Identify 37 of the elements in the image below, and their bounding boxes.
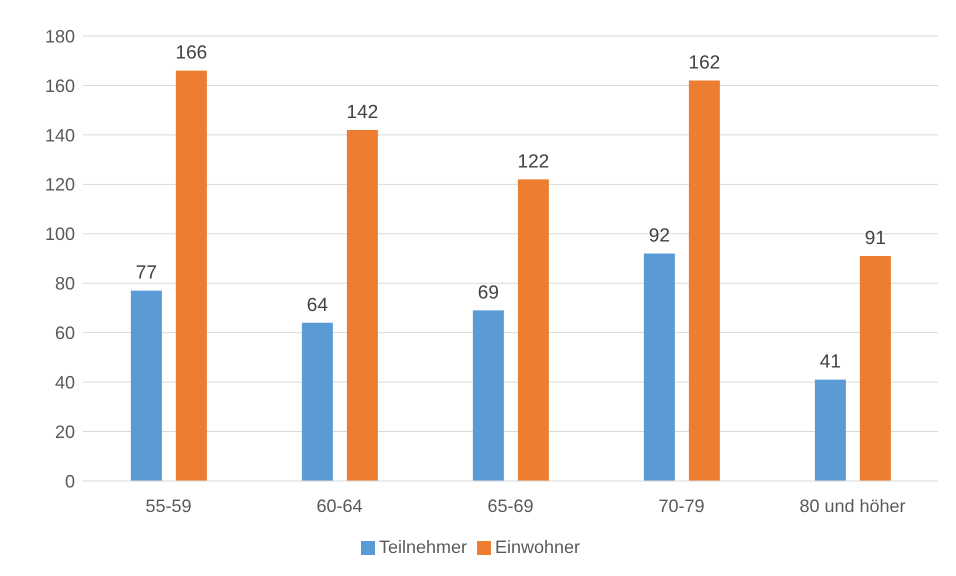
data-label: 92 <box>648 226 670 247</box>
y-tick-label: 60 <box>54 323 75 344</box>
y-tick-label: 0 <box>64 471 75 492</box>
data-label: 142 <box>346 102 378 123</box>
y-tick-label: 160 <box>44 76 75 96</box>
x-tick-label: 80 und höher <box>799 496 906 516</box>
x-tick-label: 70-79 <box>658 496 705 516</box>
data-label: 162 <box>688 52 720 74</box>
y-tick-label: 120 <box>44 174 75 195</box>
y-tick-label: 180 <box>44 26 75 46</box>
legend-label: Einwohner <box>494 537 580 557</box>
y-tick-label: 40 <box>54 372 75 392</box>
bar <box>860 256 891 481</box>
data-label: 64 <box>306 294 328 316</box>
bar <box>130 290 162 481</box>
y-tick-label: 20 <box>54 422 75 442</box>
y-tick-label: 100 <box>44 224 75 244</box>
data-label: 166 <box>176 42 208 64</box>
y-tick-label: 80 <box>54 274 75 294</box>
bar <box>814 380 846 481</box>
legend-label: Teilnehmer <box>378 537 467 557</box>
bar <box>472 310 504 481</box>
data-label: 122 <box>518 151 550 172</box>
bar <box>302 322 333 481</box>
x-tick-label: 65-69 <box>487 496 534 516</box>
bar <box>176 70 207 481</box>
bar <box>644 254 675 481</box>
data-label: 41 <box>820 352 841 373</box>
data-label: 77 <box>136 262 157 284</box>
data-label: 69 <box>478 282 499 304</box>
data-label: 91 <box>864 228 886 250</box>
x-tick-label: 60-64 <box>316 496 363 516</box>
bar <box>346 130 378 481</box>
bar <box>688 80 720 481</box>
x-tick-label: 55-59 <box>145 496 192 516</box>
bar <box>518 179 549 481</box>
y-tick-label: 140 <box>44 125 75 146</box>
